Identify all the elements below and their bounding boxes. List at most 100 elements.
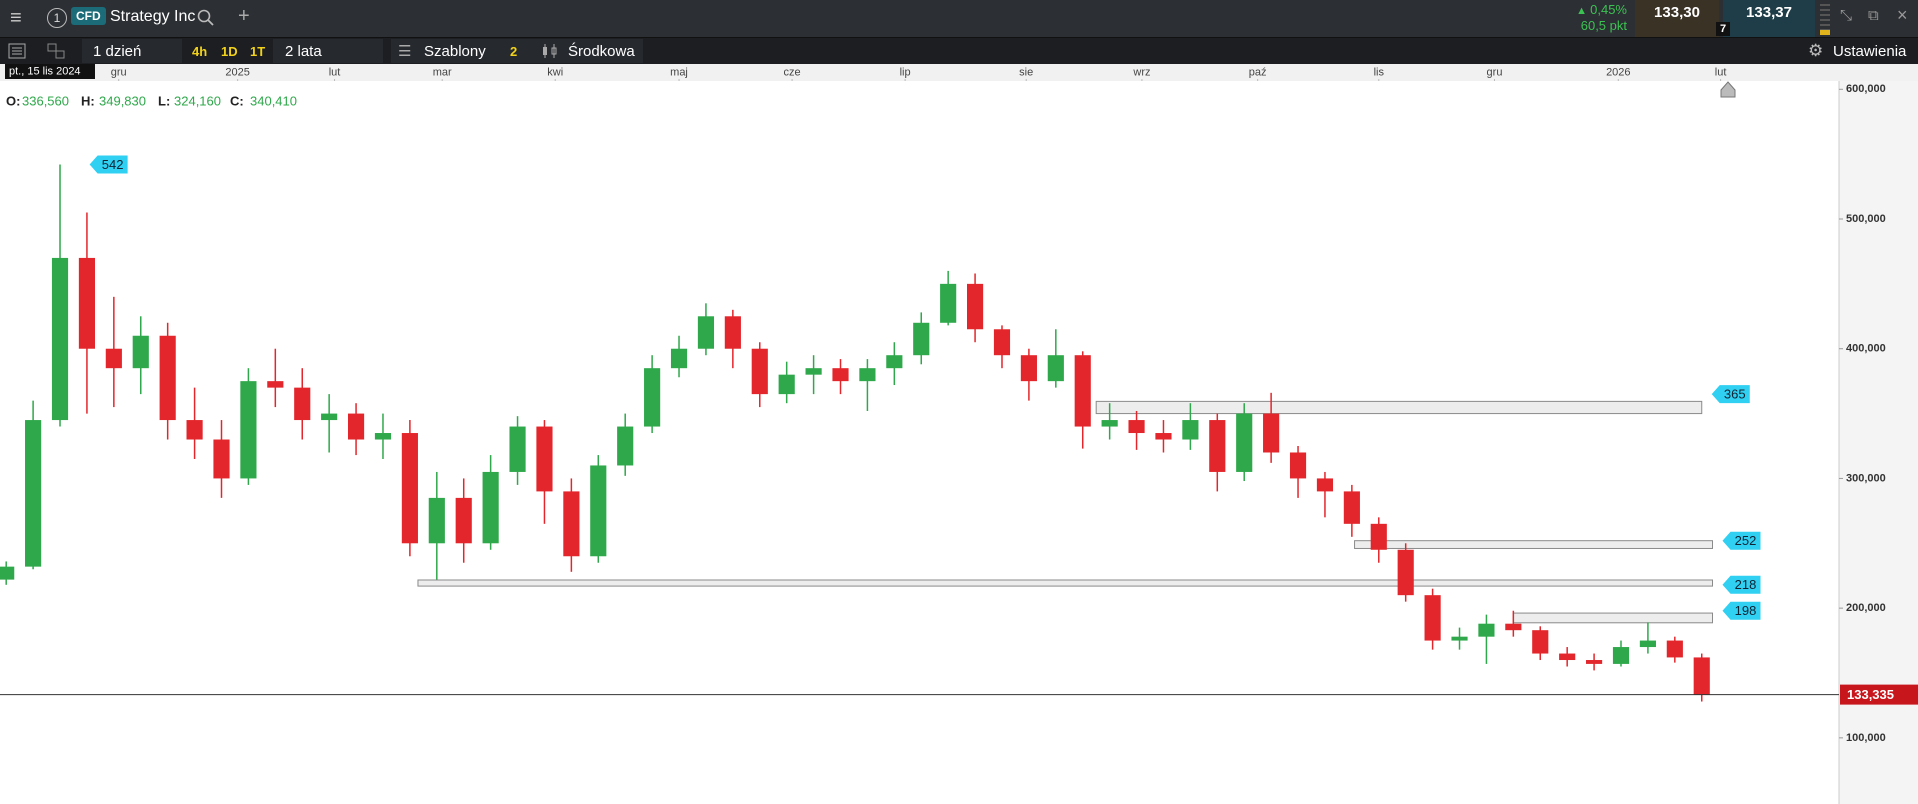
ohlc-value: 336,560 [22, 93, 69, 108]
y-tick-label: 100,000 [1846, 732, 1886, 744]
candle-body [751, 348, 768, 395]
instrument-name[interactable]: Strategy Inc [110, 8, 196, 25]
candle-body [1478, 623, 1495, 637]
candle-body [509, 426, 526, 472]
x-tick-label: lis [1374, 66, 1385, 78]
minimize-icon[interactable]: ⤡ [1840, 7, 1853, 24]
candle-body [697, 316, 715, 349]
candle-body [1209, 420, 1226, 472]
candle-body [347, 413, 365, 440]
close-icon[interactable]: × [1897, 5, 1908, 25]
candle-body [886, 355, 903, 369]
templates-count: 2 [510, 44, 518, 59]
change-pct: ▲ 0,45% [1576, 2, 1627, 17]
candle-body [1397, 549, 1414, 596]
candle-body [1047, 355, 1064, 382]
candle-body [294, 387, 311, 421]
settings-icon[interactable]: ⚙ [1808, 41, 1824, 60]
change-pts: 60,5 pkt [1580, 18, 1627, 33]
layout-icon[interactable] [47, 43, 65, 59]
list-icon[interactable] [8, 43, 26, 59]
spread-badge: 7 [1716, 22, 1730, 36]
level-zone [417, 579, 1714, 587]
chart-style[interactable]: Środkowa [568, 43, 635, 60]
interval-slot [82, 39, 182, 63]
candle-body [1182, 420, 1199, 440]
range[interactable]: 2 lata [285, 43, 322, 60]
level-zone [1512, 612, 1714, 624]
chart: gru 2025 lut mar kwi maj cze lip sie wrz paź lis gru… [0, 64, 1918, 804]
candle-body [724, 316, 741, 349]
candle-body [482, 471, 499, 544]
candle-body [186, 420, 203, 440]
date-tooltip-bg [5, 64, 95, 79]
x-tick-label: 2025 [225, 66, 249, 78]
x-tick-label: maj [670, 66, 688, 78]
candle-body [51, 257, 69, 421]
preset[interactable]: 4h [192, 44, 208, 59]
buy-price[interactable]: 133,37 [1723, 0, 1815, 37]
candle-body [25, 420, 42, 567]
level-label: 252 [1735, 533, 1757, 548]
y-tick-label: 400,000 [1846, 343, 1886, 355]
candle-body [617, 426, 634, 466]
candle-body [1370, 523, 1387, 550]
level-zone [1354, 540, 1714, 549]
y-tick-label: 500,000 [1846, 213, 1886, 225]
candle-body [1101, 420, 1118, 427]
candle-body [1020, 355, 1037, 382]
preset[interactable]: 1T [250, 44, 266, 59]
y-tick-label: 600,000 [1846, 83, 1886, 95]
level-tag [1722, 531, 1761, 550]
search-icon[interactable] [197, 9, 215, 27]
templates-slot [391, 39, 643, 63]
annotation-label: 542 [102, 157, 124, 172]
x-tick-label: gru [111, 66, 127, 78]
candle-body [159, 335, 176, 421]
candle-body [132, 335, 149, 369]
candle-body [1343, 491, 1360, 524]
ohlc-name: L: [158, 93, 170, 108]
x-tick-label: lut [1715, 66, 1727, 78]
candle-body [778, 374, 795, 395]
x-tick-label: paź [1249, 66, 1267, 78]
candle-body [1289, 452, 1307, 479]
y-tick-label: 200,000 [1846, 602, 1886, 614]
x-tick-label: gru [1487, 66, 1503, 78]
candle-body [1128, 420, 1145, 434]
candle-body [78, 257, 96, 349]
level-label: 365 [1724, 387, 1746, 402]
popout-icon[interactable]: ⧉ [1868, 7, 1879, 24]
menu-icon[interactable]: ≡ [10, 7, 22, 29]
candle-body [1155, 433, 1172, 440]
x-tick-label: kwi [547, 66, 563, 78]
interval[interactable]: 1 dzień [93, 43, 142, 60]
level-tag [1722, 575, 1761, 594]
tab-number[interactable]: 1 [47, 8, 67, 28]
candle-body [536, 426, 553, 492]
settings[interactable]: Ustawienia [1833, 43, 1907, 60]
x-tick-label: lut [329, 66, 341, 78]
preset[interactable]: 1D [221, 44, 238, 59]
candle-body [1263, 413, 1280, 453]
ohlc-value: 324,160 [174, 93, 221, 108]
range-slot [273, 39, 383, 63]
level-label: 218 [1735, 577, 1757, 592]
sell-price[interactable]: 133,30 [1635, 0, 1719, 37]
ohlc-name: C: [230, 93, 244, 108]
date-tooltip: pt., 15 lis 2024 [9, 65, 81, 77]
templates[interactable]: Szablony [424, 43, 486, 60]
candle-body [1666, 640, 1683, 658]
instrument-type: CFD [71, 7, 106, 25]
x-tick-label: cze [784, 66, 801, 78]
ohlc-name: O: [6, 93, 20, 108]
candle-body [967, 283, 984, 330]
add-tab[interactable]: + [238, 5, 250, 27]
candle-body [1451, 636, 1468, 641]
toolbar: 1 dzień 4h 1D 1T 2 lata ☰ Szablony 2 Śro… [0, 37, 1918, 64]
top-bar: ≡ 1 CFD Strategy Inc + ▲ 0,45% 60,5 pkt … [0, 0, 1918, 37]
candle-body [1236, 413, 1253, 472]
navigator-marker[interactable] [1720, 81, 1736, 98]
